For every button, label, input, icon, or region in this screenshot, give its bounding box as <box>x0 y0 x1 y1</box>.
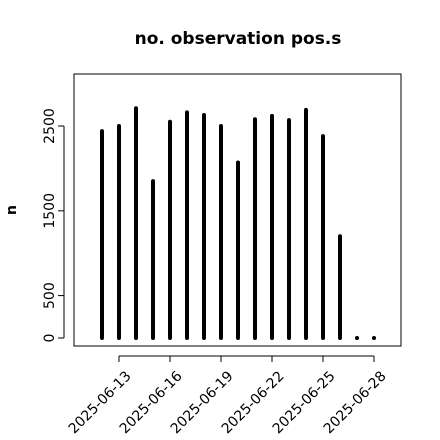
x-axis: 2025-06-132025-06-162025-06-192025-06-22… <box>66 355 390 437</box>
chart-title: no. observation pos.s <box>135 29 342 49</box>
y-axis: 0 500 1500 2500 <box>42 108 65 343</box>
bar <box>355 336 359 340</box>
y-tick-label: 0 <box>42 334 58 343</box>
y-tick-label: 500 <box>42 282 58 309</box>
bars <box>100 106 376 340</box>
y-tick-label: 1500 <box>42 193 58 229</box>
y-axis-title: n <box>4 205 20 215</box>
bar <box>372 336 376 340</box>
plot-frame <box>73 73 402 347</box>
y-tick-label: 2500 <box>42 108 58 144</box>
